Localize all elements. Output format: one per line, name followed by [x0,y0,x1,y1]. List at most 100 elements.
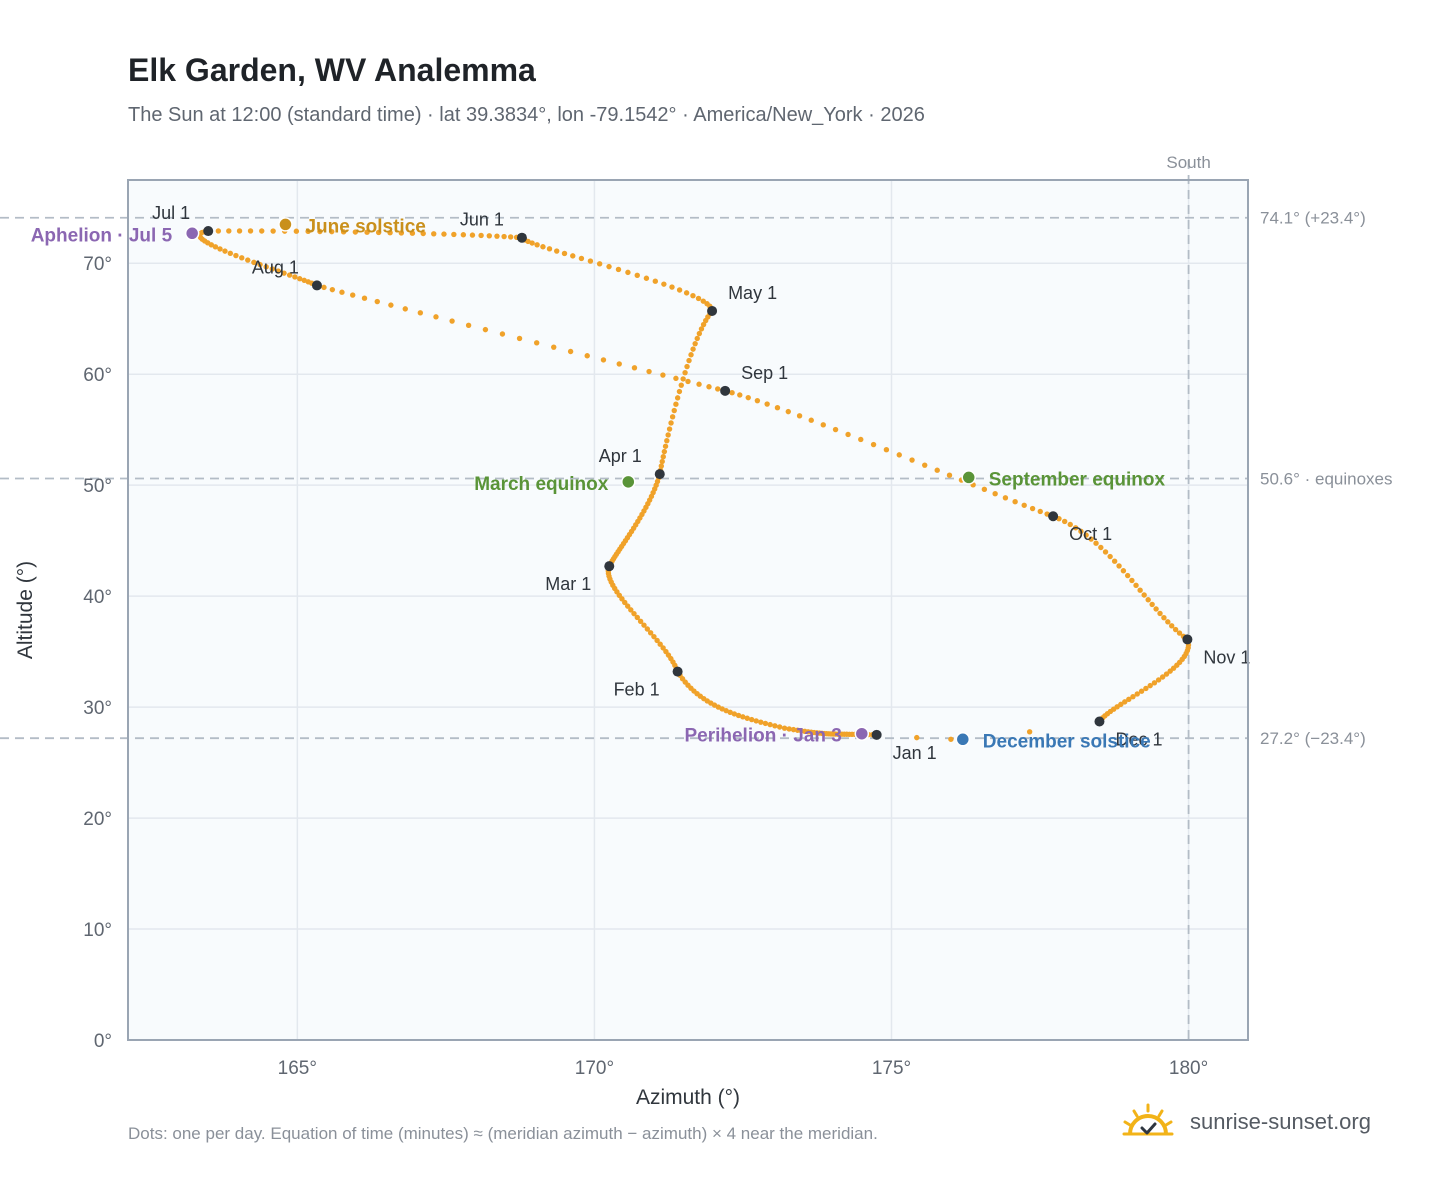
daily-dot [281,270,287,276]
daily-dot [774,404,781,411]
daily-dot [1088,536,1094,542]
daily-dot [305,228,311,235]
daily-dot [657,641,663,647]
daily-dot [883,447,890,453]
y-tick-label: 60° [83,365,112,386]
month-marker-dot [203,226,214,237]
plot-area [128,180,1248,1040]
daily-dot [1172,626,1179,633]
daily-dot [451,231,457,238]
daily-dot [293,228,300,234]
event-marker [621,474,636,490]
daily-dot [236,228,243,234]
daily-dot [671,407,677,414]
daily-dot [684,363,690,370]
daily-dot [1147,682,1153,689]
month-marker-dot [1048,511,1059,522]
daily-dot [486,233,492,239]
daily-dot [570,253,576,259]
daily-dot [1130,693,1136,700]
daily-dot [465,322,472,328]
daily-dot [662,443,669,449]
daily-dot [1159,674,1166,680]
daily-dot [578,255,585,262]
chart-subtitle: The Sun at 12:00 (standard time) · lat 3… [128,104,925,126]
daily-dot [1145,597,1151,603]
daily-dot [659,458,665,465]
daily-dot [1102,549,1109,555]
daily-dot [674,395,681,401]
daily-dot [781,725,788,731]
daily-dot [762,720,769,727]
reference-line-label: 50.6° · equinoxes [1260,470,1393,489]
event-marker [961,470,976,485]
event-label: September equinox [989,469,1166,490]
daily-dot [340,229,347,235]
daily-dot [251,259,257,266]
month-marker-label: Feb 1 [614,680,660,700]
daily-dot [634,614,640,621]
month-marker-dot [311,280,322,291]
daily-dot [731,711,738,717]
event-marker [955,732,971,747]
daily-dot [534,242,540,248]
daily-dot [1122,699,1128,705]
month-marker-label: Sep 1 [741,363,788,383]
daily-dot [259,228,265,234]
daily-dot [666,426,673,432]
daily-dot [1116,563,1122,569]
daily-dot [686,357,692,364]
daily-dot [661,448,668,455]
daily-dot [317,228,323,235]
daily-dot [896,452,902,458]
daily-dot [1138,688,1145,694]
daily-dot [1029,505,1036,512]
y-tick-label: 20° [83,809,112,830]
daily-dot [820,422,826,428]
daily-dot [786,726,792,732]
daily-dot [387,229,393,236]
daily-dot [845,431,851,438]
daily-dot [680,376,686,382]
daily-dot [398,230,405,236]
daily-dot [735,712,742,719]
daily-dot [1061,518,1068,525]
event-marker [184,226,200,241]
daily-dot [469,232,476,238]
daily-dot [1155,677,1162,683]
daily-dot [1002,495,1009,501]
daily-dot [669,414,676,420]
daily-dot [673,375,679,382]
daily-dot [507,234,514,240]
daily-dot [776,724,783,730]
daily-dot [388,302,394,308]
daily-dot [832,426,839,433]
daily-dot [745,394,751,401]
daily-dot [641,622,647,628]
daily-dot [226,228,232,234]
event-label: December solstice [983,731,1151,752]
daily-dot [748,716,755,723]
daily-dot [628,607,634,613]
brand-name[interactable]: sunrise-sunset.org [1190,1109,1371,1134]
daily-dot [1157,610,1163,617]
daily-dot [698,326,705,332]
daily-dot [339,289,345,295]
brand[interactable]: sunrise-sunset.org [1120,1102,1371,1142]
daily-dot [700,321,707,328]
daily-dot [764,401,770,407]
daily-dot [625,603,631,609]
daily-dot [981,486,988,493]
daily-dot [1141,592,1147,598]
daily-dot [1169,623,1175,629]
month-marker-dot [871,729,882,740]
daily-dot [631,610,637,617]
month-marker-dot [720,385,731,396]
month-marker-dot [1182,634,1193,645]
daily-dot [499,331,506,337]
reference-line-label: 27.2° (−23.4°) [1260,729,1366,748]
daily-dot [584,353,590,359]
month-marker-label: Oct 1 [1069,524,1112,544]
month-marker-label: Dec 1 [1115,730,1162,750]
daily-dot [212,244,219,250]
